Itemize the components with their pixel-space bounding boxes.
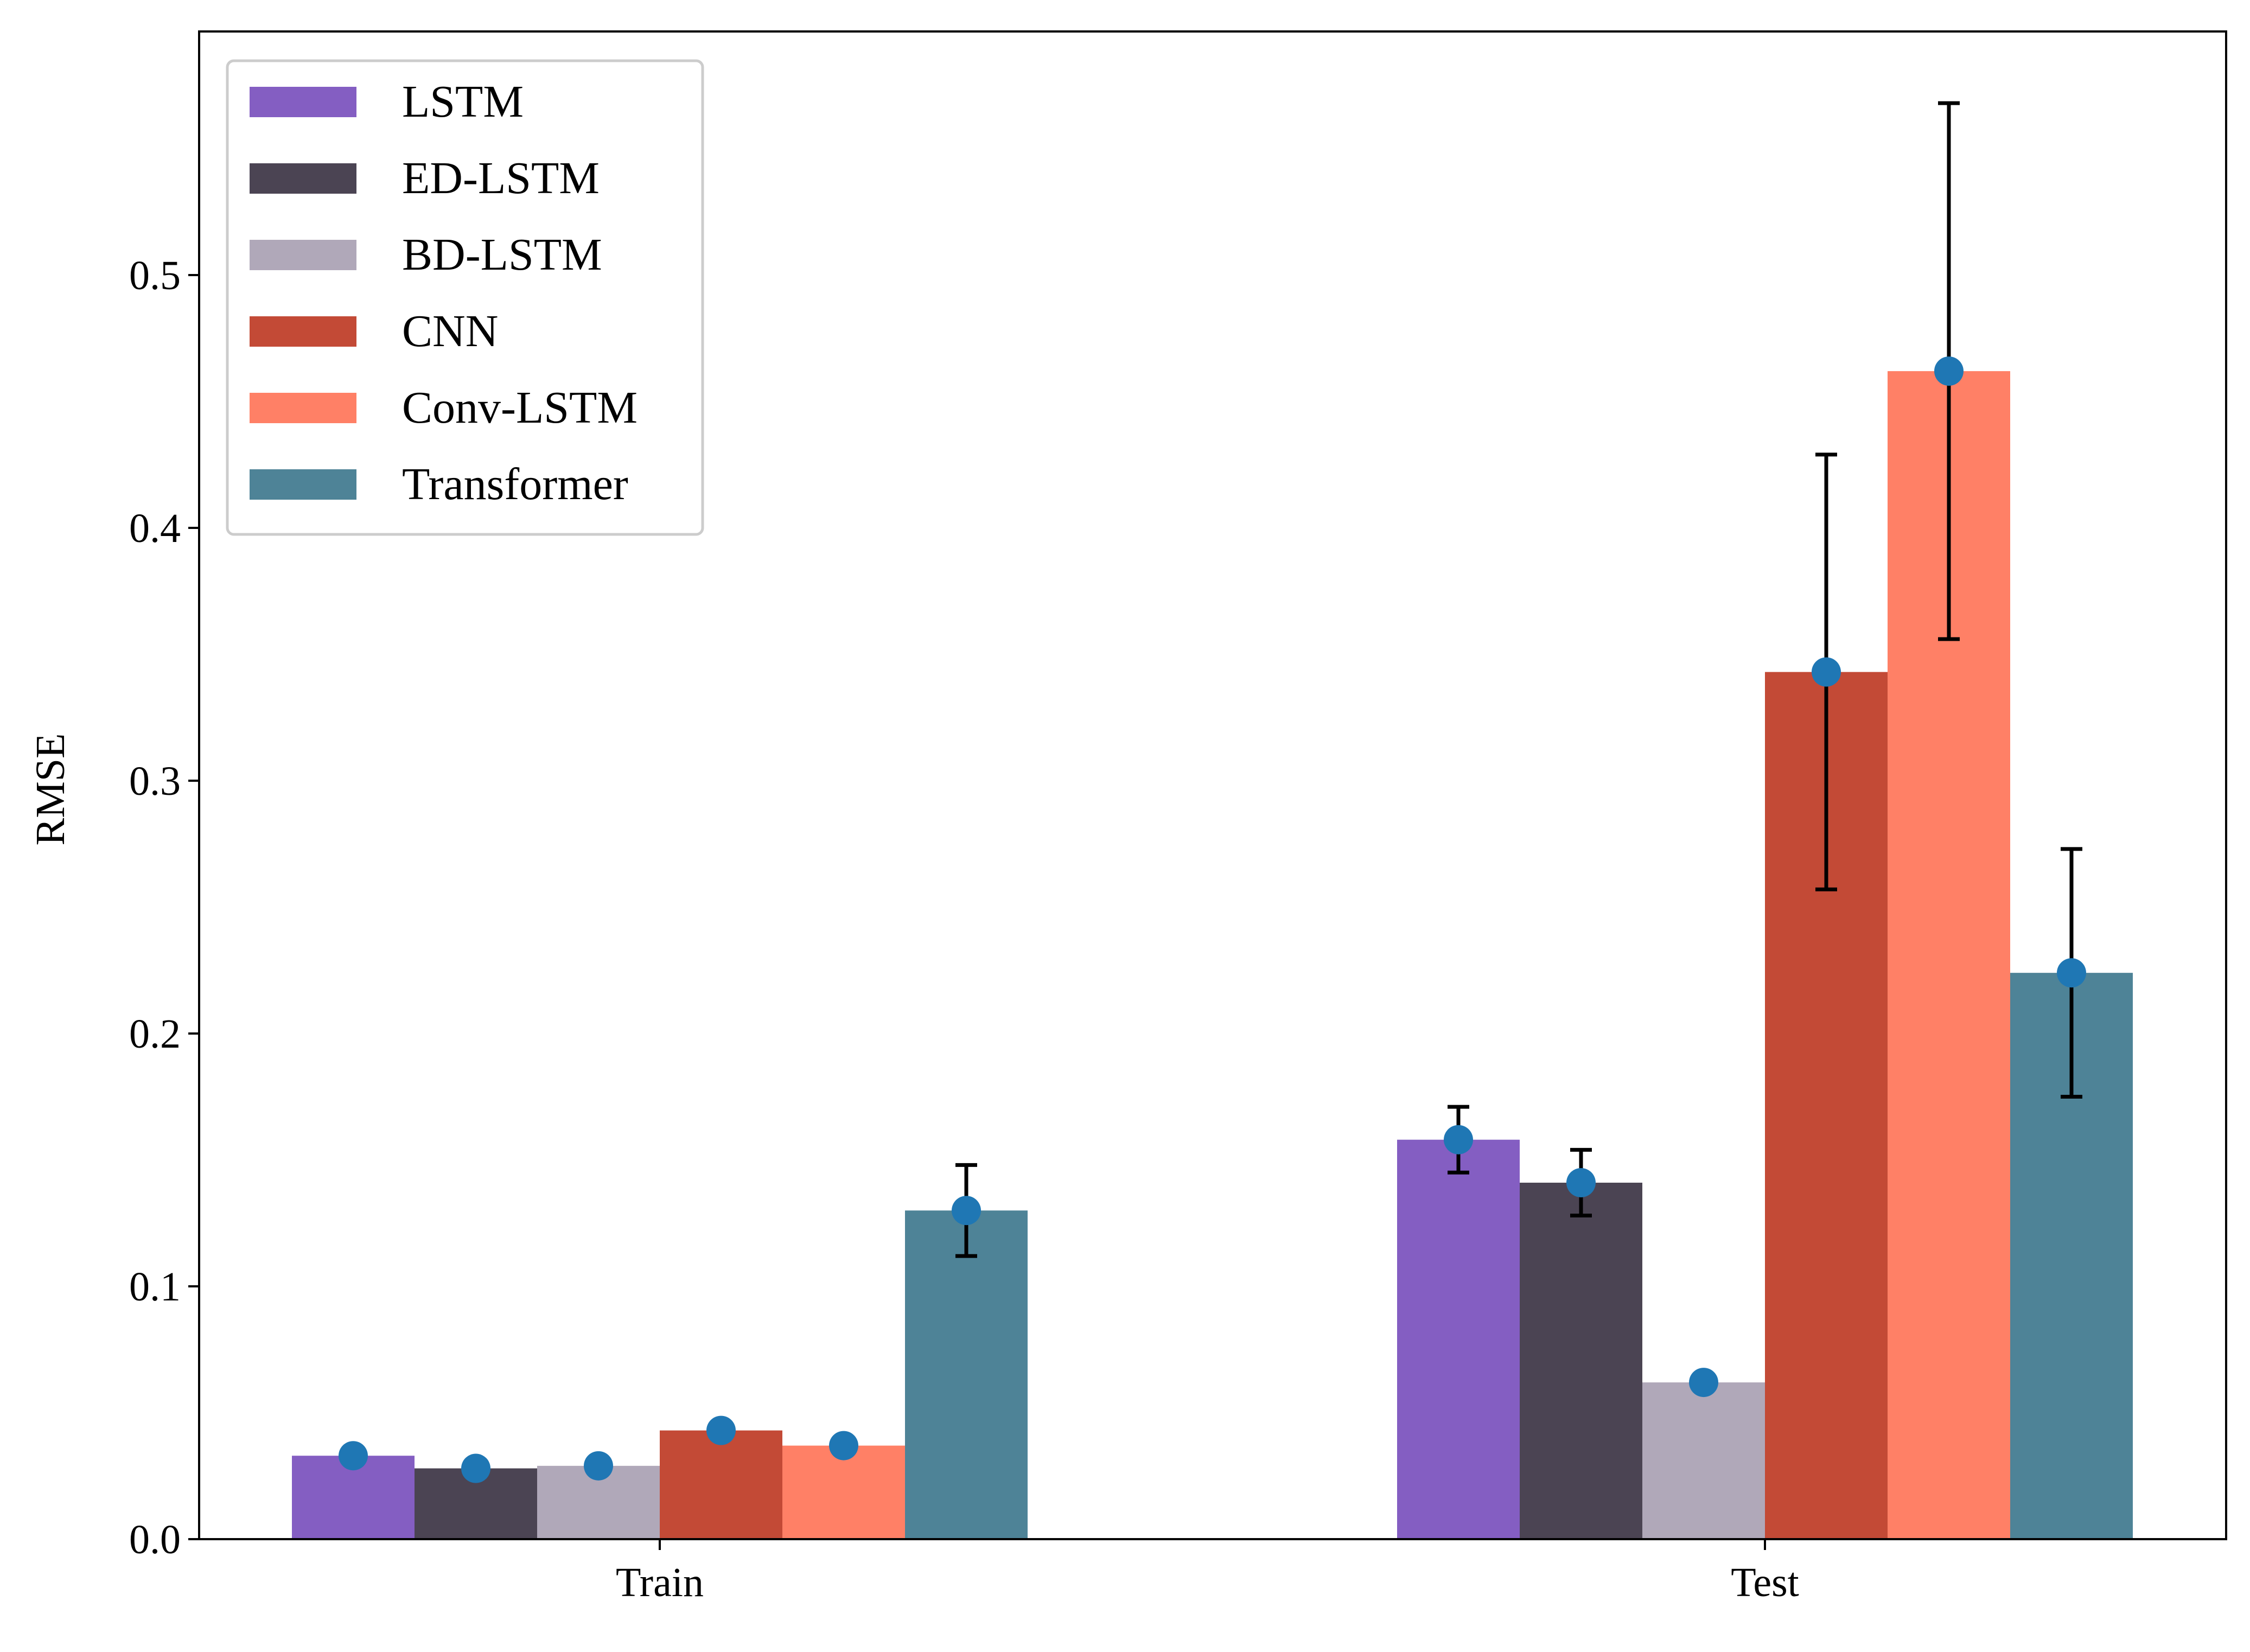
marker-cnn-train	[706, 1415, 736, 1445]
marker-lstm-train	[339, 1441, 368, 1471]
marker-transformer-test	[2057, 958, 2086, 988]
bar-cnn-train	[660, 1430, 782, 1539]
marker-bd-lstm-test	[1689, 1368, 1718, 1398]
legend-swatch	[250, 316, 356, 347]
legend-label: Conv-LSTM	[402, 382, 638, 433]
legend-swatch	[250, 393, 356, 423]
legend-label: Transformer	[402, 459, 628, 509]
legend-swatch	[250, 163, 356, 194]
marker-cnn-test	[1812, 657, 1841, 687]
legend-label: LSTM	[402, 76, 524, 127]
marker-ed-lstm-train	[461, 1453, 490, 1483]
bar-conv-lstm-train	[782, 1445, 905, 1539]
legend: LSTM ED-LSTM BD-LSTM CNN Conv-LSTM Transforme…	[226, 59, 704, 536]
legend-swatch	[250, 469, 356, 500]
marker-lstm-test	[1444, 1125, 1473, 1155]
y-tick-label: 0.5	[129, 253, 181, 298]
y-tick-label: 0.3	[129, 758, 181, 804]
bar-ed-lstm-test	[1520, 1182, 1642, 1539]
legend-swatch	[250, 240, 356, 270]
y-tick-label: 0.0	[129, 1517, 181, 1562]
plot-frame	[198, 30, 2227, 1540]
x-tick-label: Test	[1731, 1560, 1799, 1605]
legend-label: CNN	[402, 306, 498, 356]
legend-label: ED-LSTM	[402, 153, 600, 203]
x-tick-label: Train	[616, 1560, 704, 1605]
y-axis-label: RMSE	[28, 733, 73, 846]
bars-layer	[292, 371, 2133, 1539]
legend-swatch	[250, 87, 356, 117]
bar-transformer-train	[905, 1210, 1028, 1539]
marker-conv-lstm-test	[1934, 356, 1964, 386]
axes-layer: 0.0 0.1 0.2 0.3 0.4 0.5 Train Test	[129, 30, 2227, 1605]
y-tick-label: 0.1	[129, 1264, 181, 1310]
markers-layer	[339, 356, 2086, 1483]
marker-ed-lstm-test	[1566, 1168, 1596, 1197]
legend-label: BD-LSTM	[402, 229, 602, 280]
bar-bd-lstm-test	[1642, 1382, 1765, 1539]
marker-transformer-train	[952, 1196, 981, 1226]
marker-bd-lstm-train	[584, 1451, 613, 1481]
y-tick-label: 0.2	[129, 1011, 181, 1057]
marker-conv-lstm-train	[829, 1431, 858, 1460]
y-tick-label: 0.4	[129, 506, 181, 551]
bar-lstm-test	[1397, 1139, 1520, 1539]
